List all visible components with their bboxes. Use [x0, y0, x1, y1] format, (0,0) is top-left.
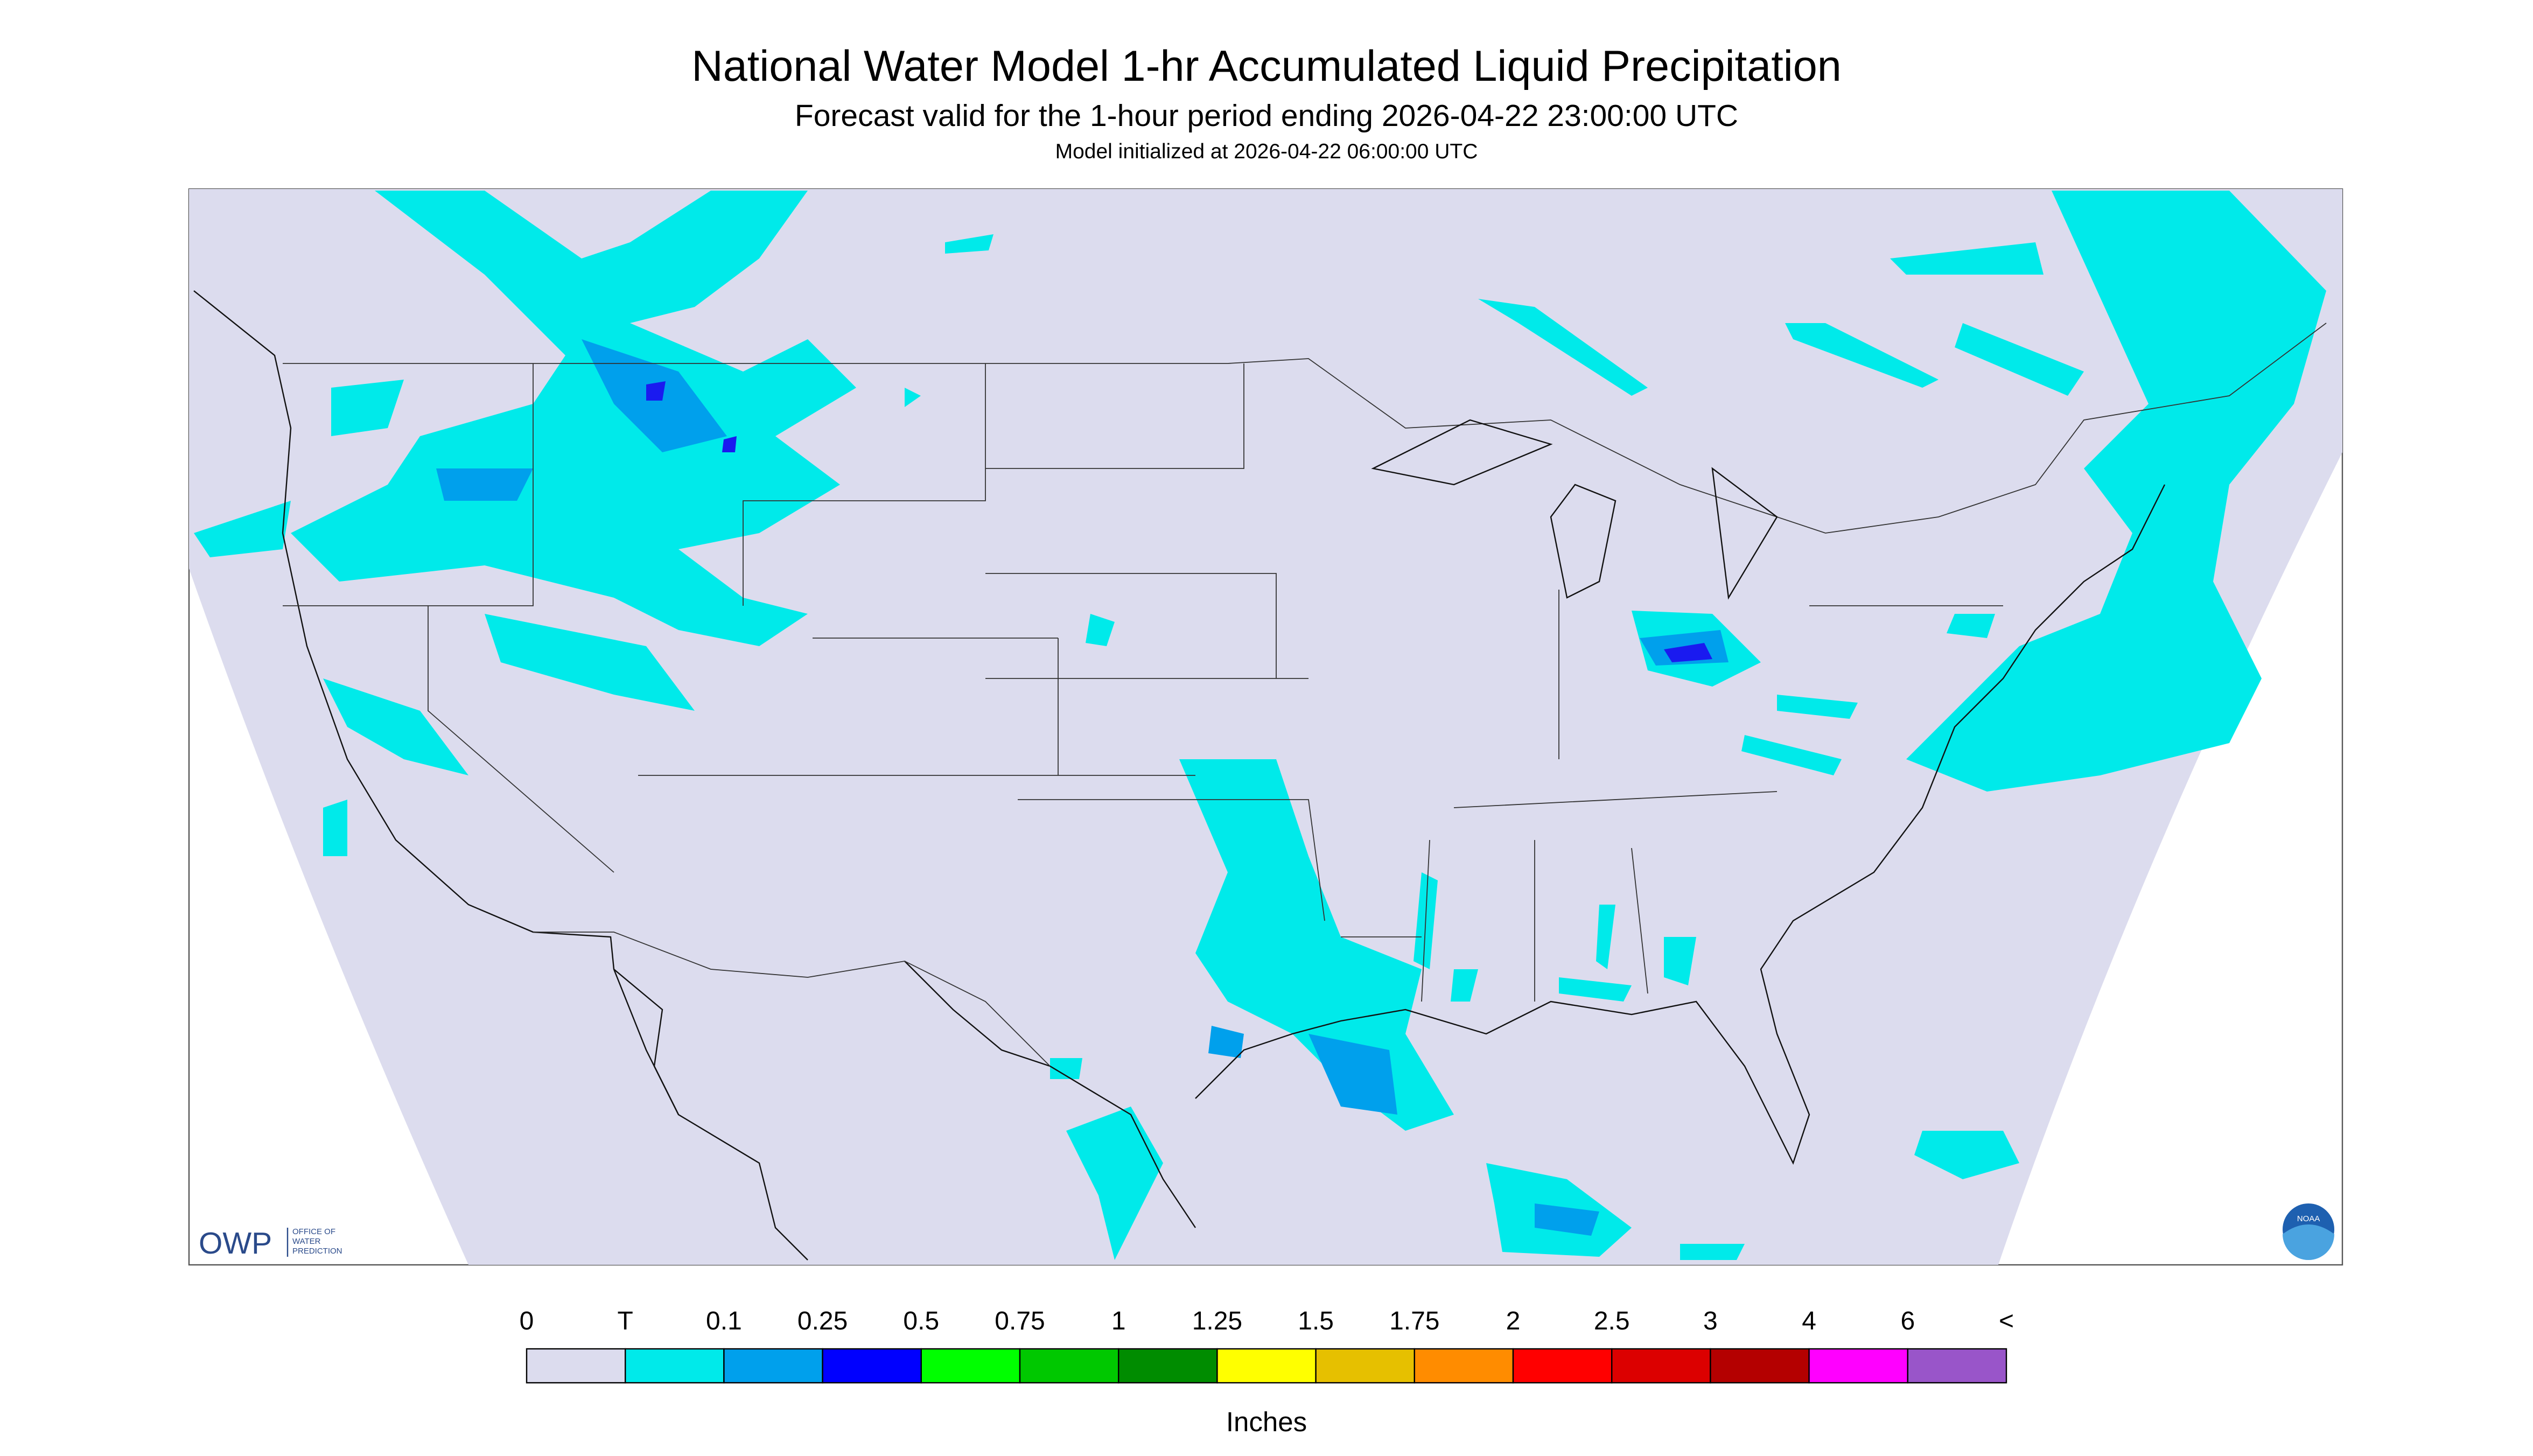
legend-label: 3	[1703, 1307, 1718, 1335]
legend-label: 4	[1802, 1307, 1816, 1335]
legend-swatch	[920, 1348, 1021, 1384]
legend-swatch	[1315, 1348, 1415, 1384]
legend-swatch	[723, 1348, 823, 1384]
noaa-logo: NOAA	[2283, 1203, 2334, 1261]
noaa-text: NOAA	[2297, 1214, 2320, 1223]
legend-label: T	[618, 1307, 633, 1335]
legend-swatch	[1512, 1348, 1613, 1384]
legend-label: 2.5	[1594, 1307, 1630, 1335]
init-time: Model initialized at 2026-04-22 06:00:00…	[1055, 140, 1478, 163]
legend-swatch	[1808, 1348, 1909, 1384]
legend-swatch	[1118, 1348, 1218, 1384]
precipitation	[194, 191, 2326, 1261]
legend-swatch	[1907, 1348, 2007, 1384]
legend-swatch	[526, 1348, 626, 1384]
legend-swatch	[1710, 1348, 1810, 1384]
legend-swatch	[1019, 1348, 1119, 1384]
legend-label: 0.75	[995, 1307, 1045, 1335]
legend-label: 2	[1506, 1307, 1521, 1335]
legend-label: 1.5	[1298, 1307, 1334, 1335]
legend-swatch	[1216, 1348, 1317, 1384]
legend-label: 1.25	[1192, 1307, 1242, 1335]
map: OWP OFFICE OF WATER PREDICTION NOAA	[188, 188, 2343, 1266]
owp-logo-text: OWP	[199, 1226, 272, 1261]
legend: 0 T 0.1 0.25 0.5 0.75 1 1.25 1.5 1.75 2 2.5 3 4 6 <	[520, 1307, 2014, 1384]
legend-label: 0.25	[797, 1307, 848, 1335]
legend-unit: Inches	[1226, 1406, 1307, 1437]
legend-label: <	[1999, 1307, 2014, 1335]
legend-label: 1.75	[1389, 1307, 1439, 1335]
legend-label: 0	[520, 1307, 534, 1335]
legend-label: 1	[1111, 1307, 1126, 1335]
legend-swatch	[822, 1348, 922, 1384]
subtitle: Forecast valid for the 1-hour period end…	[795, 99, 1738, 133]
legend-label: 0.5	[903, 1307, 939, 1335]
legend-swatch	[625, 1348, 725, 1384]
legend-swatch	[1414, 1348, 1514, 1384]
owp-name: OFFICE OF	[292, 1227, 335, 1236]
title: National Water Model 1-hr Accumulated Li…	[691, 42, 1842, 90]
legend-swatch	[1611, 1348, 1711, 1384]
owp-name: PREDICTION	[292, 1247, 342, 1256]
legend-label: 6	[1900, 1307, 1915, 1335]
boundaries	[193, 290, 2327, 1261]
owp-name: WATER	[292, 1237, 321, 1246]
legend-label: 0.1	[706, 1307, 742, 1335]
owp-logo: OWP OFFICE OF WATER PREDICTION	[199, 1226, 342, 1261]
